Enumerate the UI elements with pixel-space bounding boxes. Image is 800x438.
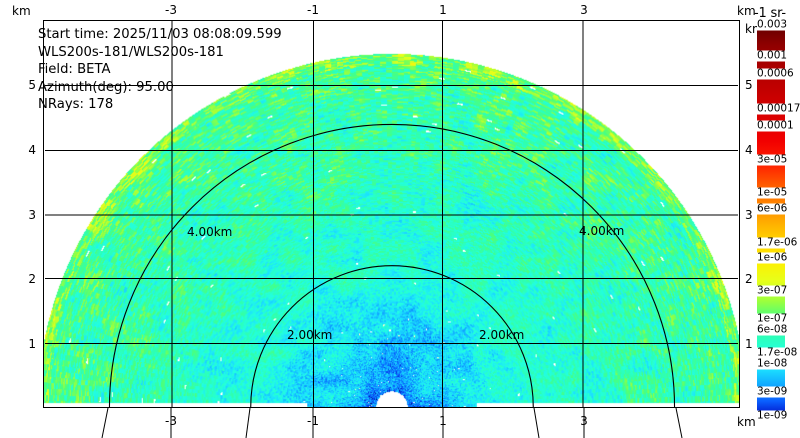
colorbar-tick-15: 3e-09 <box>757 385 788 398</box>
colorbar-tick-16: 1e-09 <box>757 409 788 422</box>
y-tick-right-2: 3 <box>745 208 753 222</box>
plot-overlay-grid <box>44 21 739 407</box>
colorbar-tick-3: 0.00017 <box>757 102 800 115</box>
colorbar[interactable]: 0.003 0.001 0.0006 0.00017 0.0001 3e-05 1e-05 6… <box>757 18 800 422</box>
below-axis-ticks <box>101 408 683 438</box>
colorbar-tick-5: 3e-05 <box>757 153 788 166</box>
colorbar-tick-4: 0.0001 <box>757 119 794 132</box>
x-tick-top-1: -1 <box>307 3 319 17</box>
tick-stub-ring-4km-right <box>675 408 683 438</box>
colorbar-tick-0: 0.003 <box>757 18 788 31</box>
y-tick-left-4: 1 <box>28 337 36 351</box>
colorbar-tick-8: 1.7e-06 <box>757 236 798 249</box>
y-tick-right-3: 2 <box>745 272 753 286</box>
x-tick-top-0: -3 <box>165 3 177 17</box>
y-tick-right-4: 1 <box>745 337 753 351</box>
range-ring-2km <box>250 265 534 407</box>
colorbar-tick-6: 1e-05 <box>757 186 788 199</box>
tick-stub-ring-2km-left <box>245 408 251 438</box>
tick-stub-ring-2km-right <box>533 408 540 438</box>
x-tick-top-3: 3 <box>580 3 588 17</box>
y-tick-left-0: 5 <box>28 78 36 92</box>
colorbar-tick-2: 0.0006 <box>757 67 794 80</box>
colorbar-units-label: -1 sr- <box>754 6 786 21</box>
colorbar-tick-11: 1e-07 <box>757 312 788 325</box>
x-axis-unit-top: km <box>737 4 756 18</box>
y-tick-right-1: 4 <box>745 143 753 157</box>
rhi-plot-area[interactable]: 2.00km 2.00km 4.00km 4.00km <box>43 20 740 408</box>
colorbar-tick-9: 1e-06 <box>757 251 788 264</box>
y-tick-right-0: 5 <box>745 78 753 92</box>
colorbar-tick-14: 1e-08 <box>757 357 788 370</box>
colorbar-tick-1: 0.001 <box>757 49 788 62</box>
x-axis-unit-bottom: km <box>737 415 756 429</box>
tick-stub-ring-4km-left <box>101 408 109 438</box>
y-tick-left-3: 2 <box>28 272 36 286</box>
x-tick-top-2: 1 <box>439 3 447 17</box>
y-tick-left-2: 3 <box>28 208 36 222</box>
colorbar-tick-12: 6e-08 <box>757 323 788 336</box>
colorbar-tick-7: 6e-06 <box>757 202 788 215</box>
y-axis-unit-top-left: km <box>12 4 31 18</box>
range-ring-4km <box>108 123 676 407</box>
colorbar-tick-10: 3e-07 <box>757 284 788 297</box>
colorbar-tick-13: 1.7e-08 <box>757 346 798 359</box>
y-tick-left-1: 4 <box>28 143 36 157</box>
